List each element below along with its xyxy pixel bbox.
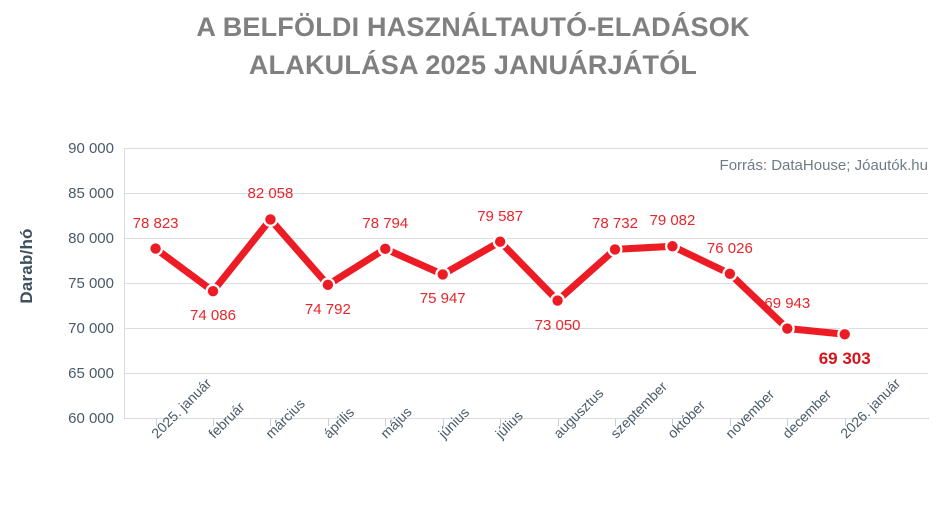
y-axis-tick-label: 80 000 <box>68 230 114 247</box>
gridline <box>124 373 928 374</box>
y-axis-tick-label: 90 000 <box>68 140 114 157</box>
gridline <box>124 328 928 329</box>
source-note: Forrás: DataHouse; Jóautók.hu <box>719 157 928 174</box>
data-point-value-label: 79 587 <box>477 207 524 225</box>
x-axis-tick <box>213 419 214 426</box>
gridline <box>124 283 928 284</box>
data-point-value-label: 78 732 <box>592 215 638 233</box>
x-axis-tick <box>385 419 386 426</box>
x-axis-tick <box>328 419 329 426</box>
data-point-marker[interactable] <box>150 243 161 254</box>
gridline <box>124 238 928 239</box>
data-point-marker[interactable] <box>782 323 793 334</box>
x-axis-tick <box>558 419 559 426</box>
data-point-value-label: 74 086 <box>190 307 236 325</box>
data-point-marker[interactable] <box>207 286 219 297</box>
gridline <box>124 148 928 149</box>
y-axis-tick-label: 85 000 <box>68 185 114 202</box>
data-point-marker[interactable] <box>609 244 621 255</box>
y-axis-tick-labels: 90 000 85 000 80 000 75 000 70 000 65 000 60 0… <box>0 0 114 515</box>
data-point-value-label: 75 947 <box>419 290 466 308</box>
y-axis-tick-label: 70 000 <box>68 320 114 337</box>
data-point-marker[interactable] <box>839 329 850 340</box>
gridline <box>124 418 928 419</box>
x-axis-tick <box>443 419 444 426</box>
data-point-marker[interactable] <box>437 269 448 280</box>
x-axis-tick <box>672 419 673 426</box>
data-point-value-label: 74 792 <box>304 300 351 318</box>
chart-title-line-2: ALAKULÁSA 2025 JANUÁRJÁTÓL <box>248 50 698 80</box>
x-axis-tick <box>270 419 271 426</box>
data-point-value-label: 76 026 <box>706 239 753 257</box>
data-point-value-label: 78 823 <box>132 214 179 232</box>
chart-title: A BELFÖLDI HASZNÁLTAUTÓ-ELADÁSOK ALAKULÁ… <box>0 8 946 84</box>
data-point-value-label: 82 058 <box>247 185 294 203</box>
data-point-marker[interactable] <box>265 214 276 225</box>
x-axis-tick <box>787 419 788 426</box>
data-point-value-label: 69 303 <box>818 349 871 369</box>
x-axis-tick <box>500 419 501 426</box>
series-markers <box>148 211 853 342</box>
chart-title-line-1: A BELFÖLDI HASZNÁLTAUTÓ-ELADÁSOK <box>196 12 750 42</box>
data-point-value-label: 78 794 <box>362 214 409 232</box>
y-axis-tick-label: 65 000 <box>68 365 114 382</box>
data-point-value-label: 79 082 <box>649 212 696 230</box>
x-axis-tick <box>615 419 616 426</box>
x-axis-tick <box>845 419 846 426</box>
plot-area <box>124 148 928 419</box>
y-axis-tick-label: 60 000 <box>68 410 114 427</box>
data-point-marker[interactable] <box>494 236 506 247</box>
data-point-value-label: 69 943 <box>764 294 811 312</box>
data-point-value-label: 73 050 <box>534 316 581 334</box>
data-point-marker[interactable] <box>552 295 563 306</box>
x-axis-tick <box>730 419 731 426</box>
gridline <box>124 193 928 194</box>
data-point-marker[interactable] <box>380 243 391 255</box>
y-axis-tick-label: 75 000 <box>68 275 114 292</box>
data-point-marker[interactable] <box>322 279 334 291</box>
x-axis-tick <box>156 419 157 426</box>
data-point-marker[interactable] <box>724 268 736 279</box>
data-point-marker[interactable] <box>667 241 678 252</box>
